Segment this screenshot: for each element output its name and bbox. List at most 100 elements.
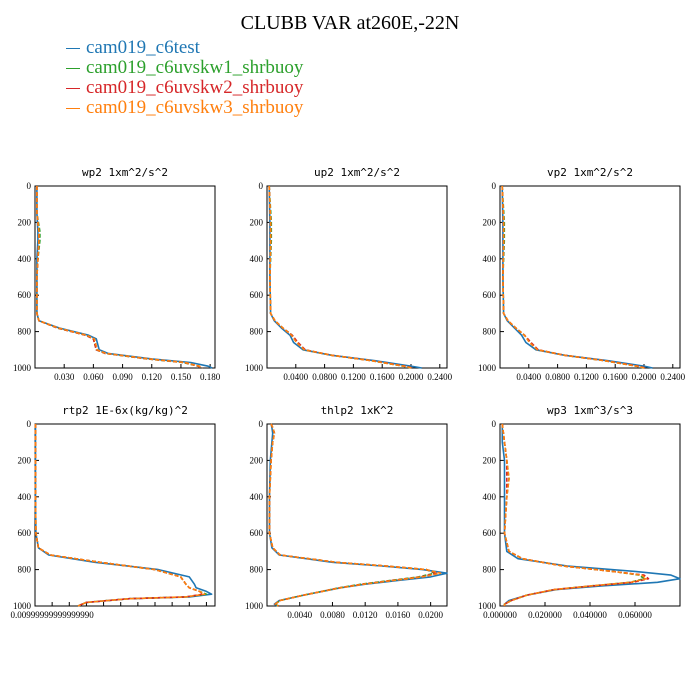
x-tick-label: 0.1200 [341,372,366,382]
x-tick-label: 0.060000 [618,610,652,620]
x-tick-label: 0.0800 [545,372,570,382]
legend-item: cam019_c6uvskw3_shrbuoy [66,98,303,118]
legend-item: cam019_c6uvskw2_shrbuoy [66,78,303,98]
y-tick-label: 800 [250,565,264,575]
y-tick-label: 0 [492,419,497,429]
x-tick-label: 0.0200 [418,610,443,620]
y-tick-label: 0 [27,181,32,191]
legend-line-icon [66,48,80,50]
y-tick-label: 800 [483,327,497,337]
x-tick-label: 0.1200 [574,372,599,382]
plot-frame [34,423,216,607]
panel: wp2 1xm^2/s^2 0 200 400 600 800 1000 0.030 0.060… [13,166,221,382]
y-tick-label: 200 [18,455,32,465]
series-line [501,423,645,606]
panel-title: wp3 1xm^3/s^3 [547,404,633,417]
panel: up2 1xm^2/s^2 0 200 400 600 800 1000 0.0400 0.08… [245,166,453,382]
series-line [268,185,412,369]
plot-frame [266,423,448,607]
y-tick-label: 400 [483,254,497,264]
x-tick-label: 0.2000 [399,372,424,382]
plot-frame [266,185,448,369]
legend-label: cam019_c6uvskw3_shrbuoy [86,97,304,118]
x-tick-label: 0.000000 [483,610,517,620]
y-tick-label: 200 [18,217,32,227]
y-tick-label: 800 [483,565,497,575]
series-line [36,186,201,369]
series-line [268,185,412,369]
legend-line-icon [66,88,80,90]
y-tick-label: 600 [18,290,32,300]
series-line [501,185,653,369]
series-line [34,424,204,607]
y-tick-label: 600 [483,290,497,300]
y-tick-label: 1000 [478,601,497,611]
series-line [501,423,650,606]
y-tick-label: 600 [250,528,264,538]
panel: vp2 1xm^2/s^2 0 200 400 600 800 1000 0.0400 0.08… [478,166,686,382]
x-tick-label: 0.0120 [353,610,378,620]
y-tick-label: 1000 [13,601,32,611]
x-tick-label: 0.1600 [370,372,395,382]
series-line [268,423,448,607]
y-tick-label: 1000 [13,363,32,373]
x-tick-label: 0.0040 [287,610,312,620]
x-tick-label: 0.180 [200,372,221,382]
y-tick-label: 600 [483,528,497,538]
x-tick-label: 0.0400 [283,372,308,382]
y-tick-label: 1000 [245,363,264,373]
x-tick-label: 0.00999999999999990 [11,610,95,620]
x-tick-label: 0.2400 [660,372,685,382]
series-line [501,185,645,369]
legend: cam019_c6test cam019_c6uvskw1_shrbuoy ca… [66,38,303,118]
x-tick-label: 0.060 [83,372,104,382]
y-tick-label: 200 [250,217,264,227]
series-line [501,423,648,606]
series-line [501,185,645,369]
y-tick-label: 200 [483,455,497,465]
x-tick-label: 0.150 [171,372,192,382]
x-tick-label: 0.090 [112,372,133,382]
panel-title: vp2 1xm^2/s^2 [547,166,633,179]
series-line [34,424,213,607]
legend-label: cam019_c6test [86,37,200,58]
y-tick-label: 600 [250,290,264,300]
series-line [36,186,202,369]
x-tick-label: 0.0080 [320,610,345,620]
legend-line-icon [66,108,80,110]
x-tick-label: 0.120 [142,372,163,382]
figure-title: CLUBB VAR at260E,-22N [240,12,460,34]
y-tick-label: 1000 [245,601,264,611]
plot-frame [499,185,681,369]
y-tick-label: 0 [259,181,264,191]
y-tick-label: 400 [18,254,32,264]
y-tick-label: 200 [250,455,264,465]
series-line [268,185,422,369]
panel: thlp2 1xK^2 0 200 400 600 800 1000 0.0040 0.0080… [245,404,448,620]
y-tick-label: 400 [250,254,264,264]
y-tick-label: 800 [250,327,264,337]
x-tick-label: 0.2000 [632,372,657,382]
panel: rtp2 1E-6x(kg/kg)^2 0 200 400 600 800 10000.00… [11,404,216,620]
x-tick-label: 0.1600 [603,372,628,382]
legend-label: cam019_c6uvskw2_shrbuoy [86,77,304,98]
series-line [36,186,203,369]
x-tick-label: 0.020000 [528,610,562,620]
series-line [501,185,646,369]
y-tick-label: 800 [18,565,32,575]
series-line [501,424,681,606]
series-line [36,186,213,369]
series-line [268,185,413,369]
y-tick-label: 400 [18,492,32,502]
y-tick-label: 0 [27,419,32,429]
series-line [34,424,208,607]
x-tick-label: 0.2400 [427,372,452,382]
x-tick-label: 0.0160 [386,610,411,620]
x-tick-label: 0.0800 [312,372,337,382]
panel-title: wp2 1xm^2/s^2 [82,166,168,179]
y-tick-label: 600 [18,528,32,538]
y-tick-label: 800 [18,327,32,337]
plot-frame [499,423,681,607]
